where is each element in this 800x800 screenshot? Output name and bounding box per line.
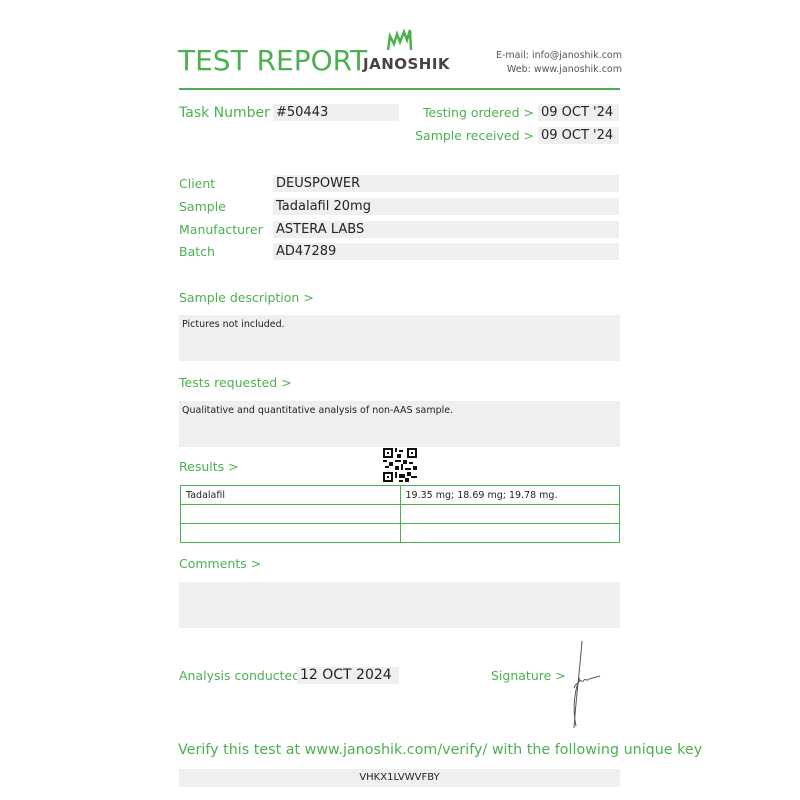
janoshik-logo: JANOSHIK <box>360 28 450 76</box>
task-number-label: Task Number <box>179 105 270 121</box>
table-row <box>180 504 620 524</box>
results-label: Results > <box>179 459 239 474</box>
report-title: TEST REPORT <box>178 44 368 77</box>
verify-text: Verify this test at www.janoshik.com/ver… <box>178 742 703 758</box>
testing-ordered-value: 09 OCT '24 <box>538 104 619 121</box>
table-row: Tadalafil 19.35 mg; 18.69 mg; 19.78 mg. <box>180 485 620 505</box>
contact-web: Web: www.janoshik.com <box>506 64 622 75</box>
sample-description-value: Pictures not included. <box>179 315 620 361</box>
comments-value <box>179 582 620 628</box>
result-value: 19.35 mg; 18.69 mg; 19.78 mg. <box>399 485 620 505</box>
results-table: Tadalafil 19.35 mg; 18.69 mg; 19.78 mg. <box>180 485 620 543</box>
sample-description-label: Sample description > <box>179 290 314 305</box>
manufacturer-value: ASTERA LABS <box>273 221 619 238</box>
client-label: Client <box>179 176 216 191</box>
sample-label: Sample <box>179 199 226 214</box>
batch-label: Batch <box>179 244 215 259</box>
signature-label: Signature > <box>491 668 566 683</box>
manufacturer-label: Manufacturer <box>179 222 263 237</box>
header-divider <box>179 88 620 90</box>
comments-label: Comments > <box>179 556 262 571</box>
contact-email: E-mail: info@janoshik.com <box>495 50 622 61</box>
tests-requested-value: Qualitative and quantitative analysis of… <box>179 401 620 447</box>
qr-code-icon <box>383 448 417 482</box>
sample-received-value: 09 OCT '24 <box>538 127 619 144</box>
task-number-value: #50443 <box>273 104 399 121</box>
testing-ordered-label: Testing ordered > <box>422 105 534 120</box>
client-value: DEUSPOWER <box>273 175 619 192</box>
tests-requested-label: Tests requested > <box>179 375 292 390</box>
analysis-conducted-value: 12 OCT 2024 <box>297 667 399 684</box>
logo-text: JANOSHIK <box>363 55 451 73</box>
result-substance <box>180 504 401 524</box>
analysis-conducted-label: Analysis conducted > <box>179 668 315 683</box>
result-substance: Tadalafil <box>180 485 401 505</box>
table-row <box>180 523 620 543</box>
signature-image <box>573 640 601 729</box>
result-value <box>399 523 620 543</box>
chart-logo-icon <box>386 28 413 51</box>
batch-value: AD47289 <box>273 243 619 260</box>
result-value <box>399 504 620 524</box>
unique-key: VHKX1LVWVFBY <box>179 769 620 787</box>
result-substance <box>180 523 401 543</box>
sample-received-label: Sample received > <box>415 128 534 143</box>
sample-value: Tadalafil 20mg <box>273 198 619 215</box>
